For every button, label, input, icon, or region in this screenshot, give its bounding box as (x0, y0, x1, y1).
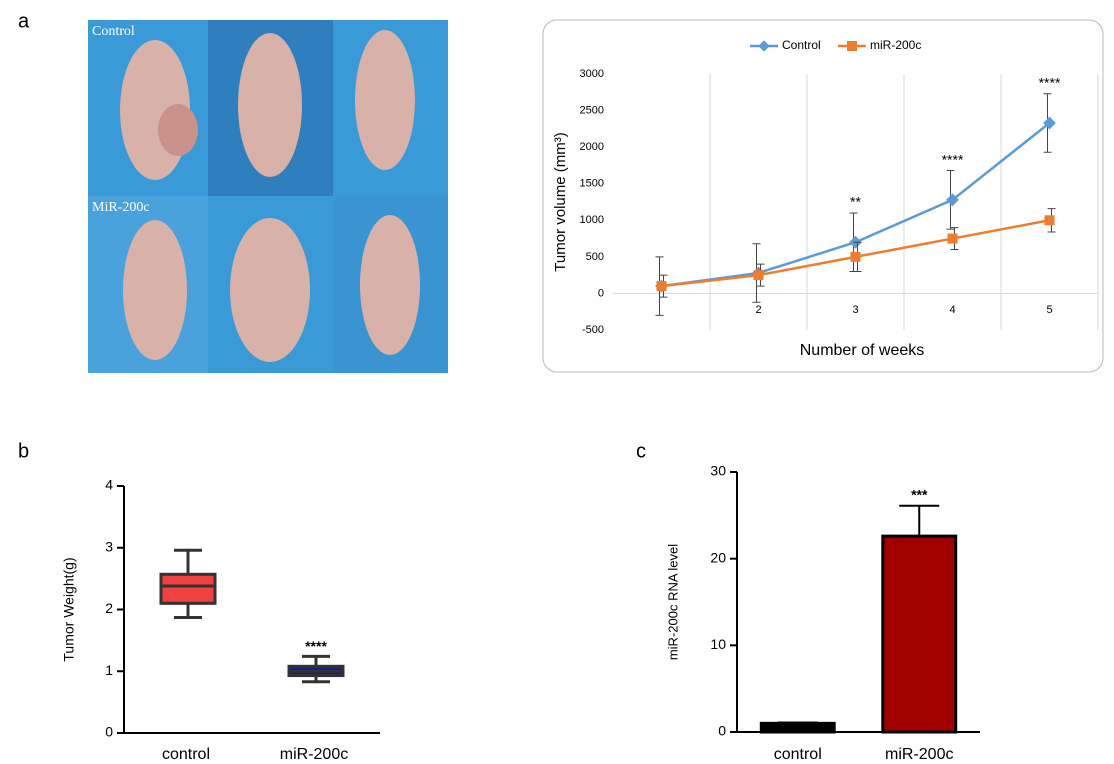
x-tick-label: control (162, 746, 210, 763)
photo-label: Control (92, 24, 135, 39)
y-tick-label: 2000 (580, 141, 604, 153)
annotation: **** (1039, 74, 1061, 90)
y-tick-label: 2 (105, 600, 113, 616)
y-tick-label: 0 (598, 287, 604, 299)
tumor (158, 104, 198, 156)
x-axis-label: Number of weeks (800, 342, 925, 359)
y-tick-label: 0 (105, 724, 113, 740)
y-tick-label: 0 (718, 723, 726, 739)
y-tick-label: 30 (710, 463, 726, 479)
y-tick-label: 500 (586, 251, 604, 263)
x-tick-label: 3 (852, 304, 858, 316)
x-tick-label: 4 (949, 304, 955, 316)
whisker (174, 603, 202, 620)
y-tick-label: 1 (105, 662, 113, 678)
panel-letter: c (636, 440, 646, 462)
photo-label: MiR-200c (92, 200, 150, 215)
panel-letter: b (18, 440, 29, 462)
chart-frame (542, 19, 1104, 373)
marker (850, 251, 861, 262)
x-tick-label: miR-200c (280, 746, 348, 763)
x-tick-label: 5 (1046, 304, 1052, 316)
annotation: **** (942, 151, 964, 167)
y-tick-label: 2500 (580, 104, 604, 116)
y-tick-label: -500 (582, 324, 604, 336)
panel-letter: a (18, 10, 30, 32)
legend-label: Control (782, 38, 821, 52)
annotation: ** (850, 194, 861, 210)
y-tick-label: 10 (710, 636, 726, 652)
whisker (302, 654, 330, 667)
photo-panel: Control MiR-200c (88, 20, 448, 373)
bar (759, 721, 836, 734)
legend-marker (847, 41, 857, 51)
legend-marker (758, 40, 770, 52)
x-tick-label: miR-200c (885, 746, 953, 763)
x-tick-label: 2 (755, 304, 761, 316)
box (159, 572, 217, 605)
marker (753, 270, 764, 281)
whisker (174, 548, 202, 575)
marker (656, 281, 667, 292)
y-tick-label: 1500 (580, 178, 604, 190)
y-tick-label: 4 (105, 477, 113, 493)
y-axis-label: Tumor volume (mm³) (552, 132, 569, 271)
annotation: *** (911, 487, 928, 503)
y-tick-label: 3000 (580, 68, 604, 80)
marker (947, 233, 958, 244)
y-tick-label: 1000 (580, 214, 604, 226)
legend-label: miR-200c (870, 38, 921, 52)
bar (881, 534, 958, 734)
y-axis-label: Tumor Weight(g) (61, 557, 77, 661)
marker (1044, 215, 1055, 226)
y-axis-label: miR-200c RNA level (665, 544, 680, 660)
y-tick-label: 3 (105, 538, 113, 554)
annotation: **** (305, 638, 327, 654)
y-tick-label: 20 (710, 549, 726, 565)
error-bar (899, 504, 940, 537)
x-tick-label: control (774, 746, 822, 763)
